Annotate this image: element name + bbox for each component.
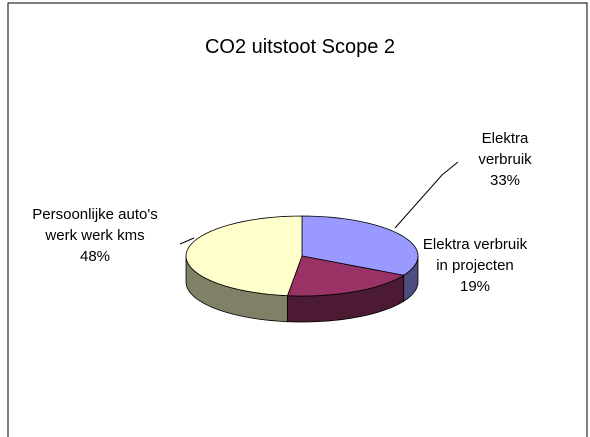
value-label: 33% (489, 172, 521, 189)
data-label: Persoonlijke auto's werk werk kms 48% (30, 204, 160, 267)
chart-border (7, 2, 588, 437)
data-label: Elektra verbruik in projecten 19% (420, 234, 530, 297)
value-label: 48% (79, 248, 111, 265)
data-label: Elektra verbruik 33% (455, 128, 555, 191)
pie-slice (286, 255, 405, 297)
leader-line (394, 161, 459, 229)
category-label: Elektra verbruik in projecten (422, 236, 528, 274)
pie-slice (185, 215, 303, 297)
category-label: Persoonlijke auto's werk werk kms (32, 206, 158, 244)
pie-slice (301, 215, 419, 276)
leader-line (179, 237, 195, 245)
pie (185, 215, 419, 323)
value-label: 19% (459, 278, 491, 295)
chart-title: CO2 uitstoot Scope 2 (204, 36, 396, 58)
category-label: Elektra verbruik (478, 130, 532, 168)
